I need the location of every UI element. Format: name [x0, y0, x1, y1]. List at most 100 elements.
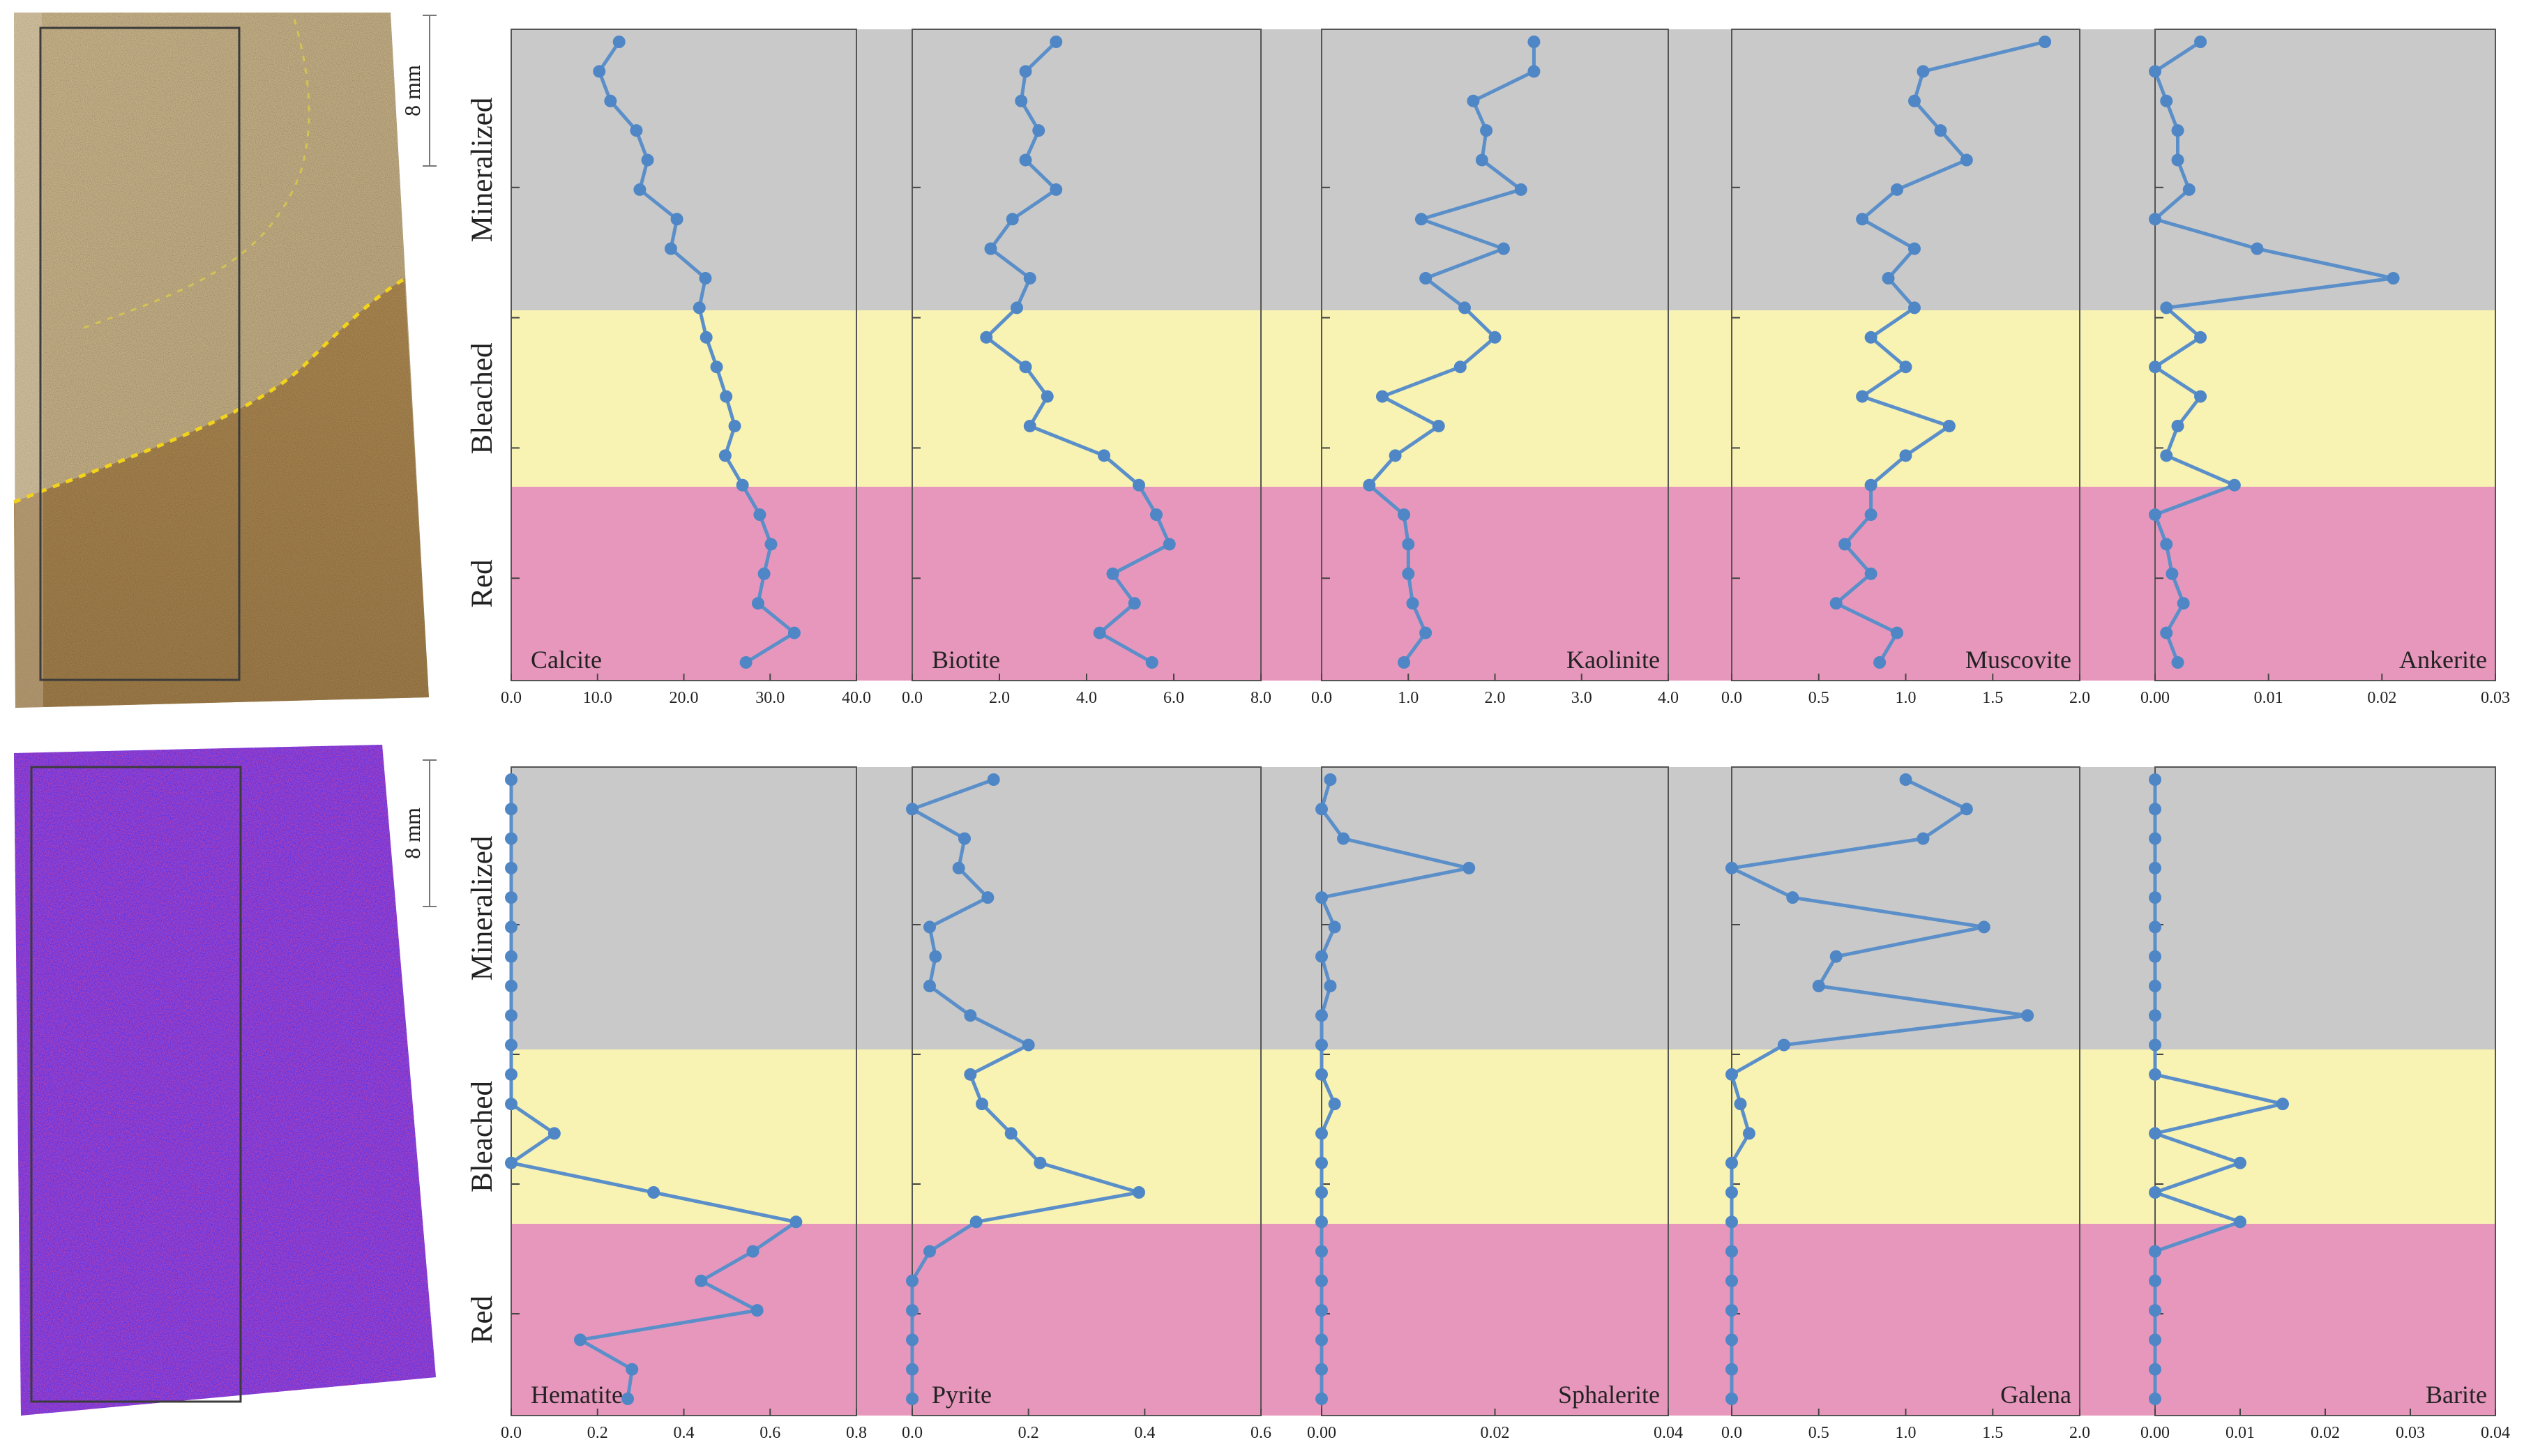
mineral-label-biotite: Biotite [932, 646, 1000, 674]
data-point [1098, 449, 1110, 462]
data-point [2149, 803, 2161, 816]
x-tick-label: 4.0 [1076, 689, 1097, 707]
series-line-ankerite [2153, 40, 2396, 663]
data-point [1899, 773, 1912, 786]
x-tick-label: 0.0 [1721, 1424, 1742, 1442]
mineral-label-calcite: Calcite [531, 646, 602, 674]
data-point [1725, 1068, 1738, 1081]
data-point [2171, 656, 2184, 669]
data-point [2194, 331, 2207, 344]
x-tick-label: 0.5 [1808, 689, 1829, 707]
data-point [1432, 419, 1445, 432]
data-point [505, 920, 517, 934]
data-point [1527, 65, 1541, 78]
data-point [2166, 567, 2179, 580]
data-point [1315, 891, 1328, 904]
data-point [1375, 390, 1389, 403]
data-point [505, 950, 517, 963]
data-point [1022, 1038, 1035, 1052]
panel-barite: 0.00 0.01 0.02 0.03 0.04 Barite [2140, 766, 2510, 1442]
data-point [1725, 1215, 1738, 1229]
data-point [1019, 153, 1032, 167]
zone-band-mineralized-row1 [511, 29, 2495, 310]
data-point [2149, 1363, 2161, 1376]
data-point [1315, 1186, 1328, 1199]
data-point [2171, 124, 2184, 137]
x-tick-label: 0.6 [760, 1424, 780, 1442]
data-point [1128, 597, 1141, 610]
x-tick-label: 0.2 [1018, 1424, 1039, 1442]
data-point [1133, 1186, 1145, 1199]
x-tick-label: 0.00 [2140, 689, 2170, 707]
series-line-muscovite [1834, 40, 2046, 664]
data-point [1315, 1038, 1328, 1052]
data-point [2171, 153, 2184, 167]
data-point [2276, 1098, 2289, 1111]
data-point [1315, 1068, 1328, 1081]
data-point [2182, 183, 2196, 196]
data-point [1891, 626, 1904, 639]
mineral-label-galena: Galena [2000, 1381, 2071, 1409]
data-point [1917, 832, 1930, 845]
panel-frame [912, 766, 1262, 1416]
x-tick-label: 1.5 [1982, 689, 2003, 707]
zone-labels: Mineralized Bleached Red Mineralized Bleache… [466, 98, 499, 1344]
data-point [2149, 891, 2161, 904]
data-point [1864, 478, 1877, 492]
data-point [923, 1245, 936, 1258]
data-point [1315, 950, 1328, 963]
data-point [1050, 183, 1063, 196]
x-tick-label: 4.0 [1658, 689, 1679, 707]
data-point [505, 1009, 517, 1022]
data-point [505, 980, 517, 992]
data-point [1389, 449, 1402, 462]
data-point [1882, 272, 1895, 285]
data-point [906, 1363, 919, 1376]
data-point [604, 94, 617, 107]
x-tick-label: 2.0 [2069, 689, 2090, 707]
zone-label-bleached: Bleached [466, 343, 499, 455]
data-point [1725, 1156, 1738, 1169]
x-tick-label: 0.00 [1307, 1424, 1336, 1442]
data-point [1838, 538, 1852, 551]
data-point [1812, 980, 1825, 992]
data-point [980, 331, 993, 344]
data-point [2021, 1009, 2034, 1022]
x-tick-label: 0.8 [846, 1424, 867, 1442]
scale-label-top: 8 mm [400, 65, 425, 116]
data-point [1856, 213, 1869, 226]
x-tick-label: 0.4 [674, 1424, 695, 1442]
x-tick-label: 1.0 [1398, 689, 1419, 707]
data-point [574, 1333, 587, 1347]
data-point [710, 361, 723, 374]
data-point [1419, 272, 1433, 285]
data-point [906, 803, 919, 816]
data-point [2149, 65, 2161, 78]
data-point [1829, 950, 1843, 963]
data-point [1019, 65, 1032, 78]
data-point [1398, 656, 1411, 669]
data-point [1315, 1393, 1328, 1405]
data-point [1363, 478, 1376, 492]
data-point [1402, 567, 1415, 580]
data-point [1324, 980, 1337, 992]
mineral-label-barite: Barite [2426, 1381, 2487, 1409]
data-point [700, 331, 713, 344]
data-point [505, 832, 517, 845]
panel-muscovite: 0.0 0.5 1.0 1.5 2.0 Muscovite [1721, 29, 2090, 707]
data-point [1725, 1393, 1738, 1405]
zone-label-mineralized: Mineralized [466, 98, 499, 243]
x-tick-label: 1.0 [1896, 689, 1917, 707]
data-point [2149, 950, 2161, 963]
data-point [1960, 803, 1973, 816]
x-tick-label: 1.5 [1982, 1424, 2003, 1442]
data-point [505, 1098, 517, 1111]
x-tick-label: 0.0 [501, 689, 522, 707]
data-point [1315, 1156, 1328, 1169]
data-point [1497, 242, 1510, 255]
data-point [505, 891, 517, 904]
x-tick-label: 0.00 [2140, 1424, 2170, 1442]
data-point [626, 1363, 639, 1376]
data-point [1480, 124, 1493, 137]
